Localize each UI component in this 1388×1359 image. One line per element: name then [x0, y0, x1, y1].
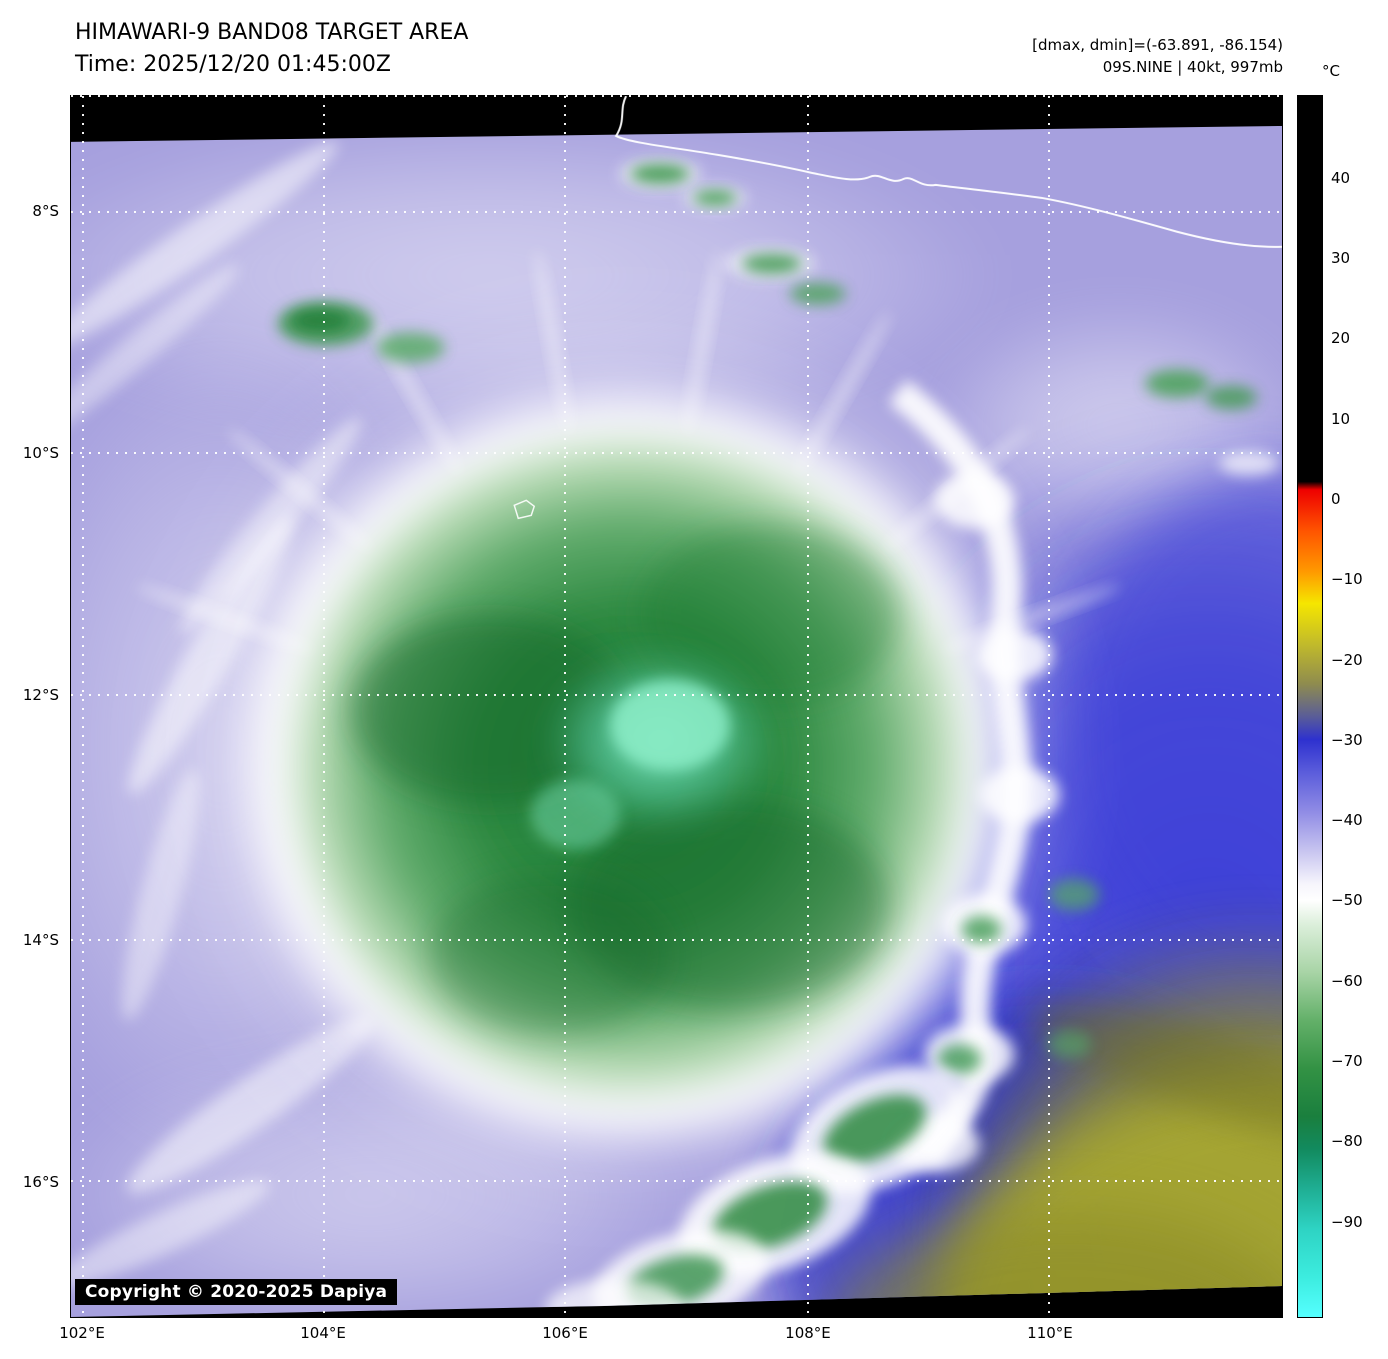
colorbar-tick-label: 20: [1331, 329, 1351, 348]
colorbar-tick-label: −50: [1331, 891, 1363, 910]
colorbar-unit-label: °C: [1322, 62, 1340, 80]
colorbar-tick-label: −70: [1331, 1052, 1363, 1071]
page-title: HIMAWARI-9 BAND08 TARGET AREA: [75, 20, 469, 45]
x-axis-tick-label: 104°E: [300, 1324, 346, 1342]
x-axis-tick-label: 106°E: [542, 1324, 588, 1342]
coastline-path: [513, 96, 1282, 520]
colorbar-tick-label: −10: [1331, 570, 1363, 589]
colorbar-tick-label: −60: [1331, 971, 1363, 990]
imagery-swath: [71, 125, 1282, 1317]
timestamp-line: Time: 2025/12/20 01:45:00Z: [75, 52, 391, 77]
colorbar-tick-label: 0: [1331, 489, 1341, 508]
colorbar-tick-label: 40: [1331, 168, 1351, 187]
dry-air-olive-region: [829, 909, 1282, 1317]
colorbar-tick-label: −30: [1331, 730, 1363, 749]
small-island-outline: [513, 499, 536, 520]
x-axis-tick-label: 108°E: [785, 1324, 831, 1342]
y-axis-labels: 8°S 10°S 12°S 14°S 16°S: [0, 95, 64, 1318]
x-axis-tick-label: 110°E: [1027, 1324, 1073, 1342]
colorbar-tick-label: −40: [1331, 811, 1363, 830]
dmax-dmin-annotation: [dmax, dmin]=(-63.891, -86.154): [1032, 36, 1283, 54]
colorbar-tick-label: −20: [1331, 650, 1363, 669]
x-axis-tick-label: 102°E: [59, 1324, 105, 1342]
colorbar-tick-label: 30: [1331, 249, 1351, 267]
y-axis-tick-label: 10°S: [22, 443, 59, 462]
y-axis-tick-label: 16°S: [22, 1173, 59, 1191]
colorbar-gradient: [1297, 95, 1323, 1318]
cirrus-outflow-streaks: [135, 249, 1121, 652]
storm-info-annotation: 09S.NINE | 40kt, 997mb: [1102, 58, 1283, 76]
cyclone-cloud-mass: [135, 292, 1095, 1222]
satellite-map-area: Copyright © 2020-2025 Dapiya: [70, 95, 1283, 1318]
y-axis-tick-label: 12°S: [22, 686, 59, 704]
colorbar-tick-label: −80: [1331, 1132, 1363, 1151]
y-axis-tick-label: 14°S: [22, 930, 59, 949]
satellite-imagery-art: [71, 96, 1282, 1317]
colorbar-tick-label: −90: [1331, 1212, 1363, 1231]
y-axis-tick-label: 8°S: [32, 202, 59, 221]
island-cloud-patches: [277, 158, 1280, 476]
x-axis-labels: 102°E 104°E 106°E 108°E 110°E: [59, 1324, 1283, 1350]
copyright-badge: Copyright © 2020-2025 Dapiya: [75, 1279, 398, 1305]
colorbar-tick-label: 10: [1331, 409, 1351, 428]
colorbar-tick-labels: 40 30 20 10 0 −10 −20 −30 −40 −50 −60 −70 −80 −90: [1331, 95, 1381, 1318]
